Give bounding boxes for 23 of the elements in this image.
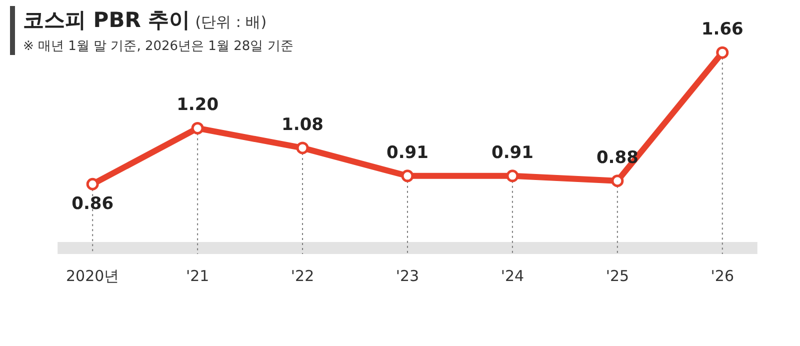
data-label: 0.91 (386, 142, 428, 163)
chart-subtitle: (단위 : 배) (195, 13, 267, 31)
data-label: 1.08 (282, 114, 324, 135)
data-label: 1.66 (701, 20, 744, 40)
point (86, 178, 99, 190)
annotation: ※ 매년 1월 말 기준, 2026년은 1월 28일 기준 (23, 38, 294, 55)
x-tick-label: '24 (500, 266, 524, 285)
data-label: 0.91 (491, 142, 534, 163)
point (611, 174, 624, 188)
x-tick-label: 2020년 (66, 266, 120, 285)
point (506, 170, 519, 182)
x-tick-label: '25 (606, 266, 630, 285)
data-label: 1.20 (176, 95, 219, 116)
chart-title: 코스피 PBR 추이 (23, 8, 190, 32)
point (191, 122, 204, 134)
point (716, 46, 729, 59)
x-tick-label: '23 (396, 266, 420, 285)
data-label: 0.86 (72, 194, 114, 214)
x-tick-label: '26 (710, 266, 734, 285)
point (401, 170, 414, 182)
x-tick-label: '21 (186, 266, 210, 285)
x-tick-label: '22 (290, 266, 314, 285)
point (296, 142, 309, 154)
